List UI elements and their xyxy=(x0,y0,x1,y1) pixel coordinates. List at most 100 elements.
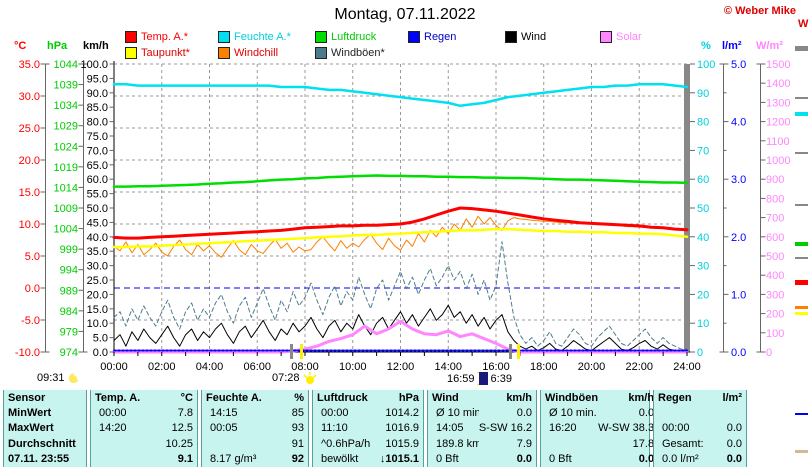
axis-tick-label: 1500 xyxy=(766,59,790,71)
legend-item-feuchtea: Feuchte A.* xyxy=(218,31,291,43)
cell-info: 00:00 xyxy=(662,422,690,435)
cell-info: 00:00 xyxy=(99,407,127,420)
cell-value: 0.0 xyxy=(516,407,532,420)
axis-tick-label: 100.0 xyxy=(80,59,108,71)
axis-unit-rain: l/m² xyxy=(722,40,742,52)
cropped-value-mark xyxy=(795,204,808,206)
axis-tick-label: 400 xyxy=(766,270,784,282)
axis-tick-label: 700 xyxy=(766,213,784,225)
axis-tick-label: 35.0 xyxy=(87,246,108,258)
axis-tick-label: 100 xyxy=(697,59,715,71)
table-row-labels: Sensor MinWert MaxWert Durchschnitt 07.11. 2… xyxy=(3,390,87,467)
legend-item-solar: Solar xyxy=(600,31,642,43)
sun-axis-marker xyxy=(300,344,303,359)
axis-tick-label: 80.0 xyxy=(87,117,108,129)
axis-tick-label: 989 xyxy=(60,285,78,297)
cell-value: 0.0 xyxy=(516,453,532,466)
legend-item-luftdruck: Luftdruck xyxy=(315,31,376,43)
axis-tick-label: 35.0 xyxy=(19,59,40,71)
cell-info: 189.8 km xyxy=(436,437,479,450)
cell-info: Gesamt: xyxy=(662,437,704,450)
axis-tick-label: 50.0 xyxy=(87,203,108,215)
x-tick-label: 08:00 xyxy=(291,361,319,373)
column-unit: % xyxy=(294,391,304,404)
axis-tick-label: 1200 xyxy=(766,117,790,129)
axis-tick-label: 75.0 xyxy=(87,131,108,143)
sun-axis-marker xyxy=(509,344,512,359)
moonrise-annotation: 09:31 xyxy=(37,372,83,384)
axis-tick-label: 0.0 xyxy=(731,347,746,359)
legend-swatch xyxy=(315,31,327,43)
axis-tick-label: 0 xyxy=(697,347,703,359)
cropped-value-mark xyxy=(795,413,808,415)
column-unit: °C xyxy=(180,391,193,404)
legend-item-wind: Wind xyxy=(505,31,546,43)
axis-tick-label: 994 xyxy=(60,265,78,277)
axis-tick-label: 1.0 xyxy=(731,289,746,301)
cell-info: 00:00 xyxy=(321,407,349,420)
cell-value: 1015.9 xyxy=(385,437,419,450)
sunset-icon xyxy=(476,372,488,385)
legend-label: Luftdruck xyxy=(331,31,377,43)
cell-value: 91 xyxy=(291,437,304,450)
row-label: Sensor xyxy=(8,391,46,404)
x-tick-label: 20:00 xyxy=(578,361,606,373)
axis-tick-label: 2.0 xyxy=(731,232,746,244)
axis-tick-label: 1024 xyxy=(54,141,78,153)
row-label: MinWert xyxy=(8,407,52,420)
axis-tick-label: 999 xyxy=(60,244,78,256)
axis-tick-label: 30 xyxy=(697,261,709,273)
column-header: Regen xyxy=(658,391,692,404)
axis-tick-label: 1004 xyxy=(54,224,78,236)
cell-value: 1016.9 xyxy=(385,422,419,435)
cell-info: 11:10 xyxy=(321,422,348,435)
axis-tick-label: -5.0 xyxy=(21,315,40,327)
legend-swatch xyxy=(600,31,612,43)
series-luftdruck xyxy=(112,174,689,188)
axis-tick-label: 55.0 xyxy=(87,189,108,201)
axis-tick-label: 100 xyxy=(766,328,784,340)
legend-label: Taupunkt* xyxy=(141,47,190,59)
x-tick-label: 14:00 xyxy=(434,361,462,373)
column-header: Windböen xyxy=(545,391,599,404)
legend-swatch xyxy=(315,47,327,59)
axis-tick-label: 65.0 xyxy=(87,160,108,172)
axis-tick-label: 1100 xyxy=(766,136,790,148)
axis-tick-label: 500 xyxy=(766,251,784,263)
sunrise-sun-icon xyxy=(303,372,317,384)
axis-tick-label: 5.0 xyxy=(731,59,746,71)
legend-swatch xyxy=(218,31,230,43)
axis-tick-label: 20.0 xyxy=(19,155,40,167)
x-tick-label: 06:00 xyxy=(243,361,271,373)
cropped-value-mark xyxy=(795,312,808,315)
cell-info: bewölkt xyxy=(321,453,359,466)
axis-tick-label: 1019 xyxy=(54,162,78,174)
cell-value: 17.8 xyxy=(632,437,655,450)
column-unit: km/h xyxy=(506,391,532,404)
plot-right-border xyxy=(684,64,690,352)
x-tick-label: 12:00 xyxy=(387,361,415,373)
sun-axis-marker xyxy=(290,344,293,359)
moon-icon xyxy=(68,372,81,383)
table-column-luftdruck: Luftdruck hPa 00:00 1014.2 11:10 1016.9 ^0.6hP… xyxy=(312,390,424,467)
axis-tick-label: 1300 xyxy=(766,97,790,109)
axis-unit-temp: °C xyxy=(14,40,27,52)
axis-tick-label: 20.0 xyxy=(87,289,108,301)
axis-tick-label: 20 xyxy=(697,289,709,301)
row-label: 07.11. 23:55 xyxy=(8,453,70,466)
cropped-value-mark xyxy=(795,257,808,259)
legend-item-windchill: Windchill xyxy=(218,47,278,59)
axis-tick-label: 974 xyxy=(60,347,78,359)
table-column-regen: Regen l/m² 00:00 0.0 Gesamt: 0.0 0.0 l/m² 0.0 xyxy=(653,390,747,467)
table-column-wind: Wind km/h Ø 10 min. 0.0 14:05 S-SW 16.2 189.8 … xyxy=(427,390,537,467)
axis-tick-label: -10.0 xyxy=(15,347,40,359)
cropped-value-mark xyxy=(795,280,808,285)
axis-unit-solar: W/m² xyxy=(756,40,783,52)
cropped-value-mark xyxy=(795,112,808,116)
legend-item-windben: Windböen* xyxy=(315,47,385,59)
cropped-value-mark xyxy=(795,450,808,453)
cell-value: 0.0 xyxy=(638,407,655,420)
cell-value: 0.0 xyxy=(726,437,742,450)
column-unit: hPa xyxy=(398,391,419,404)
